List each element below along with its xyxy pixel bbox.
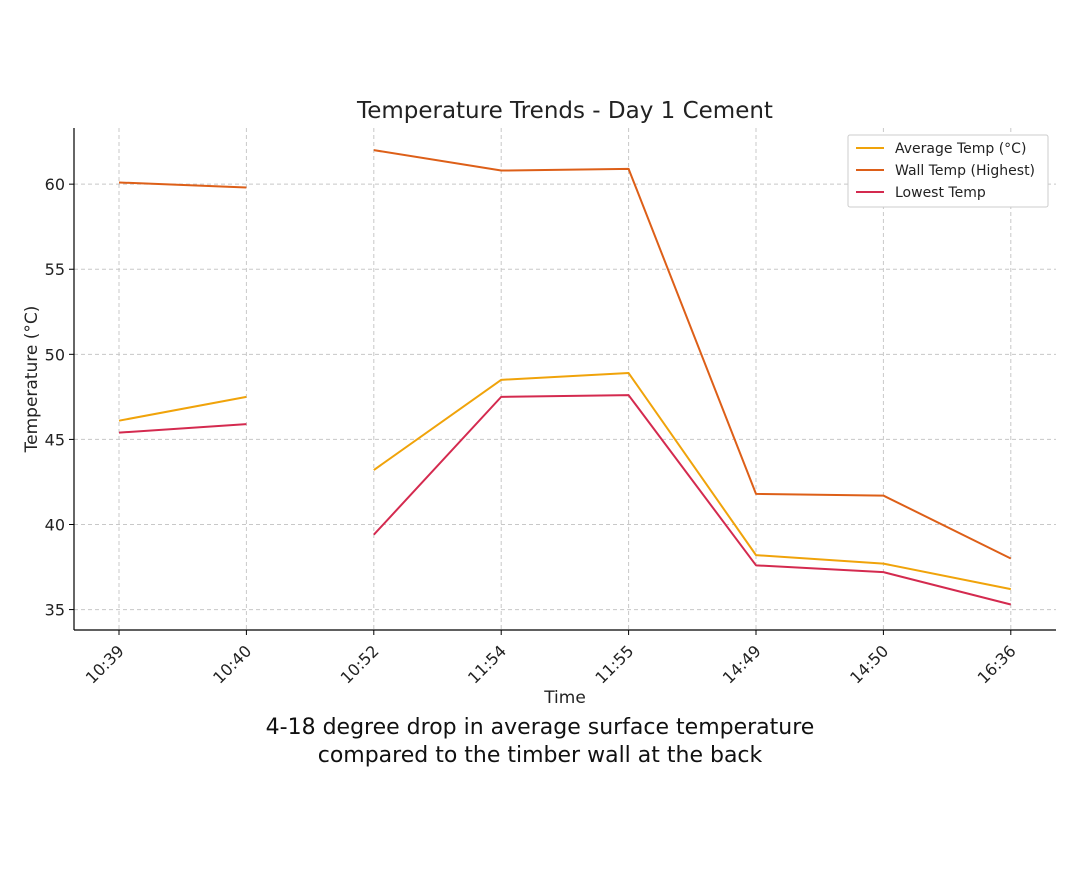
y-tick-labels: 35 40 45 50 55 60 (45, 175, 65, 619)
y-axis-label: Temperature (°C) (22, 306, 42, 454)
series-line-2 (373, 394, 1012, 606)
x-tick-labels: 10:39 10:40 10:52 11:54 11:55 14:49 14:50 16:36 (82, 641, 1020, 687)
grid (74, 128, 1056, 630)
y-tick-label: 35 (45, 601, 65, 620)
series-line-0 (118, 395, 247, 422)
series-line-2 (118, 423, 247, 434)
series-line-1 (373, 149, 1012, 560)
series-line-0 (373, 372, 1011, 591)
x-tick-label: 11:55 (591, 641, 637, 687)
legend-label: Average Temp (°C) (895, 141, 1026, 157)
legend-label: Wall Temp (Highest) (895, 163, 1035, 179)
y-tick-label: 40 (45, 515, 65, 534)
legend-label: Lowest Temp (895, 185, 986, 201)
legend: Average Temp (°C) Wall Temp (Highest) Lowe… (847, 134, 1049, 208)
series-line-1 (118, 181, 247, 189)
y-tick-label: 60 (45, 175, 65, 194)
chart-caption: 4-18 degree drop in average surface temp… (265, 715, 815, 768)
x-axis-label: Time (543, 688, 586, 708)
legend-box (847, 134, 1049, 208)
y-tick-label: 50 (45, 345, 65, 364)
x-tick-label: 14:49 (719, 641, 765, 687)
axes (69, 128, 1056, 635)
x-tick-label: 10:40 (209, 641, 255, 687)
x-tick-label: 16:36 (974, 641, 1020, 687)
chart-title: Temperature Trends - Day 1 Cement (356, 98, 773, 124)
x-tick-label: 11:54 (464, 641, 510, 687)
x-tick-label: 10:39 (82, 641, 128, 687)
y-tick-label: 45 (45, 430, 65, 449)
y-tick-label: 55 (45, 260, 65, 279)
x-tick-label: 14:50 (846, 641, 892, 687)
series-lines (118, 149, 1012, 606)
x-tick-label: 10:52 (337, 641, 383, 687)
